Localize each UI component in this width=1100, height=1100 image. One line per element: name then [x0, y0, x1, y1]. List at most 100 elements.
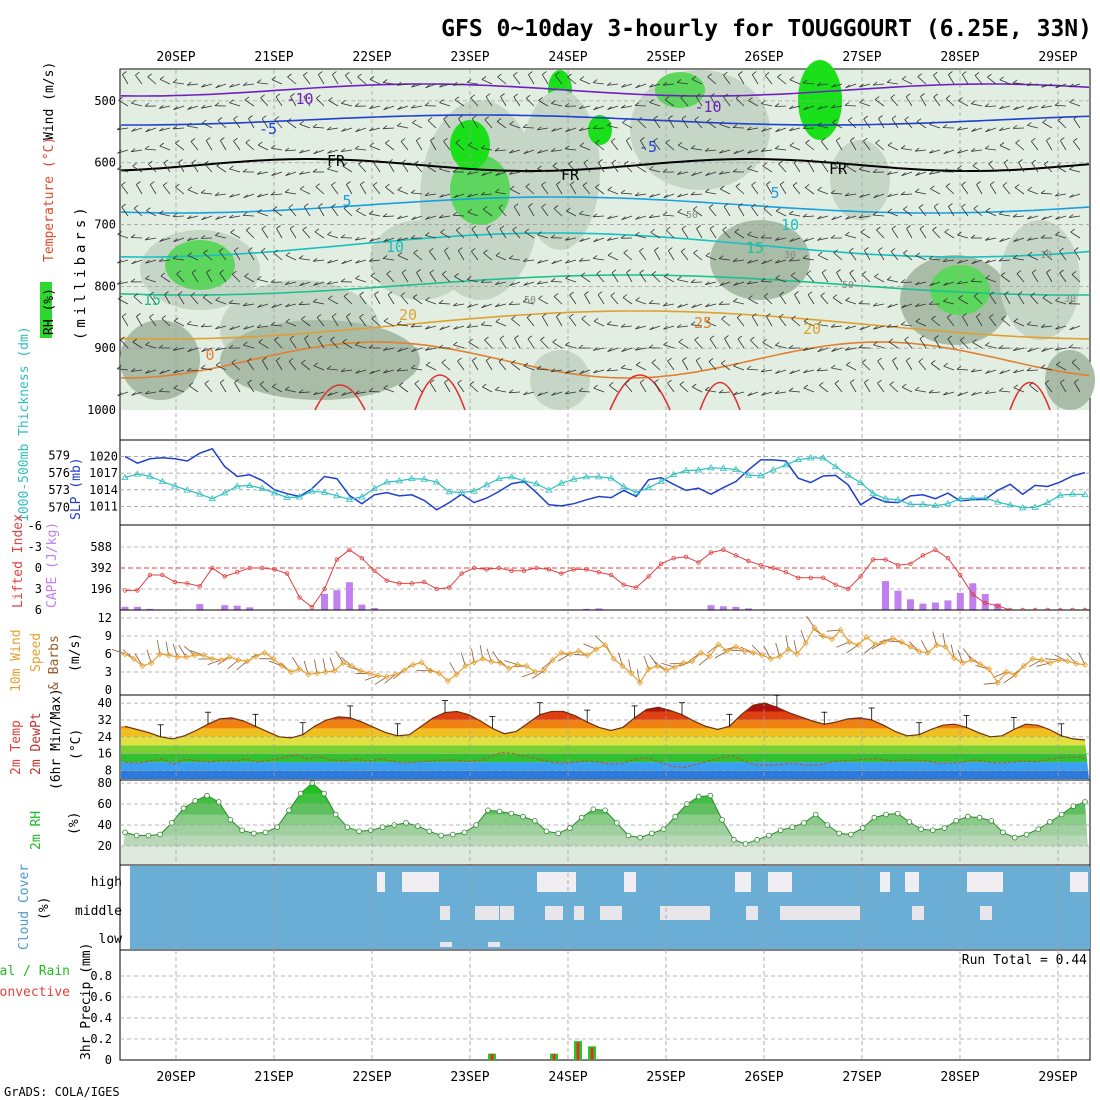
wind-barb-flag [508, 389, 514, 394]
wind-barb-flag [859, 165, 864, 170]
wind-barb-flag [928, 170, 934, 175]
wind-barb [525, 97, 535, 107]
wind-barb-flag [805, 139, 810, 144]
wind-barb-flag [340, 234, 346, 238]
wind-barb-flag [789, 370, 794, 375]
cape-bar [582, 608, 590, 610]
wind-barb [148, 163, 157, 173]
wind-barb [664, 99, 675, 107]
wind-barb [748, 298, 759, 305]
wind-barb [344, 75, 353, 85]
wind-barb [551, 259, 563, 265]
wind-barb [1027, 215, 1039, 220]
wind-barb-flag [509, 282, 514, 287]
wind-barb-flag [1017, 291, 1023, 296]
wind-barb-flag [244, 273, 249, 277]
li-point [322, 586, 327, 592]
wind-barb-flag [411, 348, 416, 352]
wind-barb-flag [354, 102, 360, 107]
wind-barb-flag [802, 79, 808, 84]
rh-point [157, 831, 163, 838]
wind-barb-flag [1054, 192, 1060, 197]
rh-legend-box [40, 282, 52, 338]
wind-barb-flag [455, 139, 461, 144]
thickness-point [944, 500, 952, 507]
wind-barb-flag [928, 389, 934, 394]
wind-barb-flag [691, 75, 697, 80]
wind-barb [878, 118, 885, 129]
wind-barb-flag [774, 145, 780, 150]
wind-barb-flag [957, 165, 962, 170]
wind-barb [971, 149, 983, 152]
wind-barb-flag [130, 148, 136, 153]
wind10m-point [575, 647, 582, 655]
wind-barb-flag [383, 317, 389, 322]
wind-barb-flag [396, 320, 402, 325]
wind10m-barb [963, 648, 972, 661]
wind-barb-flag [844, 192, 850, 197]
wind-barb-flag [1055, 231, 1060, 236]
wind-barb-flag [385, 139, 390, 144]
wind-barb-flag [987, 73, 992, 78]
wind-barb-flag [206, 269, 211, 273]
wind-barb [355, 278, 367, 283]
wind10m-point [584, 652, 591, 659]
wind-barb [933, 206, 941, 217]
wind-barb-flag [201, 83, 206, 88]
wind-barb-flag [718, 389, 724, 394]
thickness-point [158, 477, 167, 484]
wind-barb-flag [486, 357, 491, 361]
wind-barb [341, 259, 353, 265]
wind-barb [484, 119, 493, 129]
wind-barb [187, 237, 199, 241]
wind10m-point [322, 668, 329, 676]
wind-barb [928, 391, 941, 394]
chart-title: GFS 0~10day 3-hourly for TOUGGOURT (6.25… [441, 16, 1092, 42]
wind-barb-flag [187, 252, 193, 256]
wind-barb [467, 325, 479, 328]
wind-barb [540, 339, 549, 349]
wind-barb-flag [396, 367, 402, 372]
wind10m-point [514, 661, 521, 668]
wind-barb [303, 206, 311, 217]
wind-barb [596, 273, 605, 283]
wind-barb [243, 344, 255, 349]
wind-barb-flag [649, 99, 654, 103]
wind-barb [1013, 347, 1025, 351]
wind10m-point [846, 638, 853, 646]
wind-barb-flag [889, 381, 895, 385]
wind-barb-flag [747, 259, 752, 264]
top-date-labels: 20SEP 21SEP 22SEP 23SEP 24SEP 25SEP 26SEP 27SEP… [156, 50, 1077, 65]
wind-barb [1026, 369, 1039, 372]
wind-barb [803, 369, 815, 374]
wind-barb [831, 105, 843, 109]
tick-label: 573 [48, 483, 70, 497]
wind-barb [789, 237, 801, 242]
li-point [172, 579, 178, 585]
wind-barb [639, 250, 647, 261]
wind-barb-flag [919, 335, 925, 340]
wind-barb-flag [593, 317, 599, 322]
thickness-point [445, 488, 453, 495]
temperature-contour [120, 232, 1090, 258]
wind-barb-flag [999, 105, 1004, 110]
wind-barb [790, 275, 801, 283]
top-date-label: 24SEP [548, 50, 587, 65]
wind-barb [677, 144, 689, 151]
wind-barb [593, 258, 605, 261]
wind-barb [849, 250, 857, 261]
wind-barb-flag [204, 160, 209, 165]
wind-barb [145, 259, 157, 264]
wind10m-point [331, 667, 338, 674]
wind-barb [429, 272, 437, 283]
wind10m-point [1073, 660, 1080, 667]
rh-point [906, 819, 913, 825]
wind-barb [371, 318, 381, 327]
wind-barb [452, 214, 465, 217]
wind-barb [400, 141, 409, 151]
wind10m-point [523, 662, 530, 670]
wind-barb [313, 259, 325, 262]
wind-barb [498, 361, 507, 371]
wind10m-point [340, 659, 347, 667]
wind-barb-flag [872, 211, 878, 216]
